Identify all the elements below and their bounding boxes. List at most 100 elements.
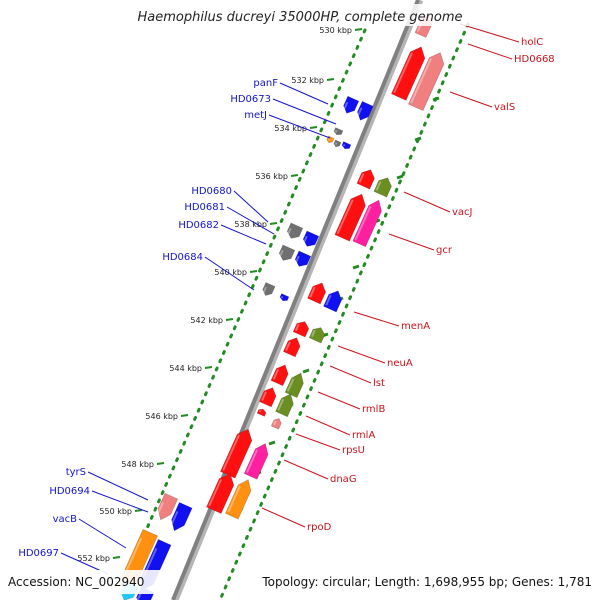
gene-dnaG-b-shine	[245, 449, 259, 473]
forward-tick	[268, 440, 276, 446]
kbp-tick-label: 546 kbp	[145, 412, 178, 421]
gene-rmlB-b	[284, 372, 304, 399]
gene-menA-a	[307, 282, 326, 305]
gene-HD0694-body	[171, 501, 193, 532]
leader-right	[388, 233, 435, 251]
gene-menA-b-body	[323, 290, 342, 313]
gene-HD0684	[262, 282, 276, 296]
gene-rmlA-b-body	[275, 393, 294, 418]
kbp-tick-label: 538 kbp	[234, 220, 267, 229]
gene-label-HD0681: HD0681	[184, 202, 225, 213]
forward-tick	[432, 96, 440, 102]
gene-lst-shine	[285, 341, 291, 351]
gene-rpsU-b-body	[270, 418, 282, 430]
gene-dnaG-body	[220, 428, 253, 479]
kbp-tick-label: 552 kbp	[77, 554, 110, 563]
gene-metJ-c-shine	[334, 142, 338, 145]
gene-rpoD-b-body	[225, 479, 252, 520]
gene-rmlB-a-shine	[272, 369, 280, 380]
leader-right	[283, 459, 329, 480]
kbp-axis: 530 kbp 532 kbp 534 kbp 536 kbp 538 kbp 540 k…	[77, 26, 363, 563]
gene-label-metJ: metJ	[244, 110, 267, 121]
gene-label-gcr: gcr	[436, 245, 453, 256]
leader-left	[204, 256, 255, 291]
gene-rpoD-b	[225, 479, 252, 520]
gene-HD0682-shine	[278, 249, 284, 258]
gene-label-HD0694: HD0694	[49, 486, 90, 497]
gene-HD0673-body	[357, 100, 374, 121]
gene-HD0673	[356, 100, 374, 121]
gene-label-rmlA: rmlA	[352, 430, 375, 441]
accession-backdrop	[0, 570, 160, 594]
kbp-tick-label: 540 kbp	[214, 268, 247, 277]
gene-HD0682-b-shine	[294, 255, 300, 264]
kbp-tick-label: 544 kbp	[169, 364, 202, 373]
gene-features	[119, 14, 445, 600]
leader-left	[279, 82, 329, 105]
gene-menA-b	[323, 290, 342, 313]
gene-HD0684-b-shine	[280, 295, 284, 299]
gene-metJ-b-shine	[327, 138, 331, 141]
gene-menA-a-shine	[309, 286, 316, 298]
kbp-tick-mark	[112, 556, 121, 559]
gene-rpsU	[256, 408, 267, 417]
gene-rpoD-a-shine	[208, 479, 222, 507]
gene-HD0680-body	[286, 222, 304, 239]
kbp-tick-label: 542 kbp	[190, 316, 223, 325]
leader-right	[353, 311, 400, 327]
gene-valS-body	[408, 52, 445, 112]
gene-label-rmlB: rmlB	[362, 404, 385, 415]
gene-rpsU-shine	[258, 409, 262, 413]
gene-label-rpsU: rpsU	[342, 445, 365, 456]
gene-HD0684-shine	[262, 286, 267, 293]
gene-HD0684-b-body	[279, 293, 290, 302]
gene-rmlB-a-body	[270, 364, 289, 387]
leader-right	[459, 23, 520, 43]
gene-rmlB-a	[270, 364, 289, 387]
kbp-tick-mark	[269, 222, 278, 225]
gene-HD0682	[278, 244, 296, 261]
gene-label-valS: valS	[494, 102, 515, 113]
forward-tick	[396, 174, 404, 180]
gene-metJ-c-body	[333, 139, 342, 148]
gene-valS	[408, 52, 445, 112]
gene-HD0680-shine	[286, 227, 292, 236]
kbp-tick-label: 534 kbp	[274, 124, 307, 133]
kbp-tick-mark	[225, 318, 234, 321]
leader-right	[467, 43, 513, 60]
gene-metJ-d-body	[341, 141, 352, 150]
gene-label-rpoD: rpoD	[307, 522, 332, 533]
gene-panF-shine	[342, 101, 349, 111]
gene-HD0681	[302, 230, 320, 247]
kbp-tick-mark	[204, 366, 213, 369]
gene-rpsU-b-shine	[273, 420, 277, 426]
gene-label-tyrS: tyrS	[66, 467, 86, 478]
gene-panF	[342, 95, 360, 114]
gene-label-holC: holC	[521, 37, 543, 48]
gene-label-panF: panF	[253, 78, 278, 89]
kbp-tick-mark	[326, 78, 335, 81]
kbp-tick-mark	[134, 509, 143, 512]
title-backdrop	[126, 4, 476, 26]
gene-HD0682-b	[294, 250, 312, 267]
kbp-tick-label: 536 kbp	[255, 172, 288, 181]
gene-label-HD0682: HD0682	[178, 220, 219, 231]
gene-gcr-b	[352, 199, 382, 248]
gene-gcr-a	[334, 193, 366, 242]
kbp-tick-mark	[156, 462, 165, 465]
gene-rmlA-b	[275, 393, 294, 418]
gene-rmlA-a	[258, 387, 277, 408]
gene-label-menA: menA	[401, 321, 430, 332]
guide-dots-forward	[218, 22, 470, 600]
gene-dnaG-shine	[222, 434, 240, 471]
gene-rmlA-b-shine	[277, 398, 285, 411]
forward-tick	[302, 368, 310, 374]
gene-lst-body	[282, 337, 301, 358]
gene-rmlA-a-body	[258, 387, 277, 408]
gene-HD0681-body	[302, 230, 320, 247]
gene-tyrS-shine	[156, 501, 164, 517]
leader-right	[337, 345, 386, 364]
gene-HD0680	[286, 222, 304, 239]
leader-left	[87, 471, 149, 501]
kbp-tick-mark	[290, 174, 299, 177]
